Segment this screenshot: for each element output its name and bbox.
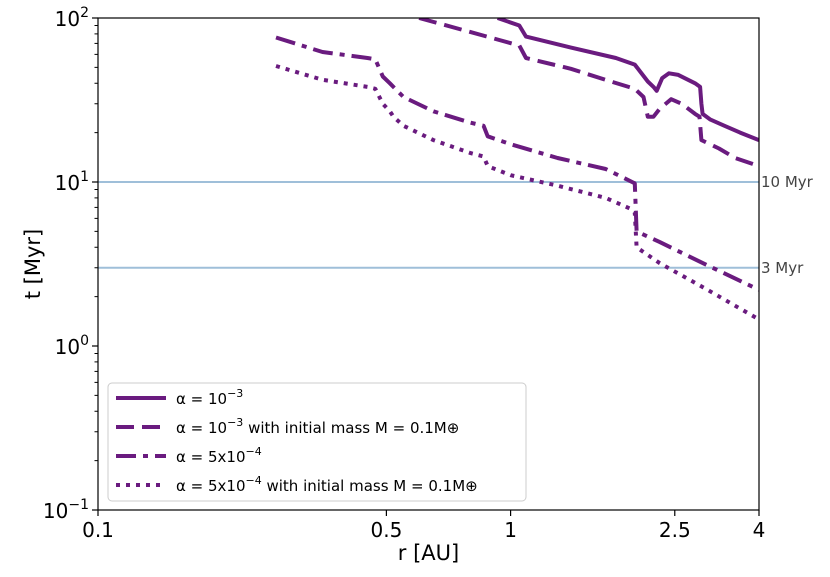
legend-box [107, 382, 527, 502]
legend-label-main: α = 10 [176, 419, 227, 437]
x-tick-label: 2.5 [659, 518, 691, 542]
plot-frame [97, 17, 760, 511]
reference-line-label: 3 Myr [761, 259, 804, 277]
y-tick-label: 100 [55, 333, 89, 359]
series-line-solid [496, 18, 759, 142]
y-tick-exponent: −1 [68, 497, 89, 513]
x-tick-label: 4 [753, 518, 766, 542]
x-tick-label: 0.1 [82, 518, 114, 542]
reference-line-label: 10 Myr [761, 173, 814, 191]
y-tick-label: 102 [55, 5, 89, 31]
legend-label-main: α = 5x10 [176, 448, 246, 466]
y-tick-base: 10 [55, 7, 80, 31]
y-tick-exponent: 2 [80, 5, 89, 21]
legend-label: α = 5x10−4 with initial mass M = 0.1M⊕ [176, 474, 478, 495]
legend-label-main: α = 10 [176, 390, 227, 408]
legend-label-exponent: −4 [246, 445, 262, 458]
x-axis-title: r [AU] [398, 541, 459, 565]
x-tick-label: 1 [504, 518, 517, 542]
legend-label-main: α = 5x10 [176, 477, 246, 495]
legend-label-suffix: with initial mass M = 0.1M⊕ [243, 419, 459, 437]
y-tick-base: 10 [55, 171, 80, 195]
y-tick-exponent: 1 [80, 169, 89, 185]
legend-label-exponent: −3 [227, 387, 243, 400]
y-tick-base: 10 [43, 499, 68, 523]
y-tick-label: 101 [55, 169, 89, 195]
legend-label: α = 5x10−4 [176, 445, 262, 466]
plot-area: 10 Myr 3 Myr [98, 18, 814, 322]
y-axis-title: t [Myr] [21, 229, 45, 299]
series-line-dotted [275, 64, 759, 322]
legend-label-exponent: −3 [227, 416, 243, 429]
legend-label-exponent: −4 [246, 474, 262, 487]
legend-label: α = 10−3 with initial mass M = 0.1M⊕ [176, 416, 459, 437]
legend: α = 10−3α = 10−3 with initial mass M = 0… [107, 382, 527, 502]
x-tick-label: 0.5 [370, 518, 402, 542]
y-tick-label: 10−1 [43, 497, 89, 523]
series-line-dashed [418, 18, 759, 168]
legend-label: α = 10−3 [176, 387, 243, 408]
y-tick-base: 10 [55, 335, 80, 359]
legend-label-suffix: with initial mass M = 0.1M⊕ [262, 477, 478, 495]
y-tick-exponent: 0 [80, 333, 89, 349]
series-line-dashdot [275, 35, 759, 292]
